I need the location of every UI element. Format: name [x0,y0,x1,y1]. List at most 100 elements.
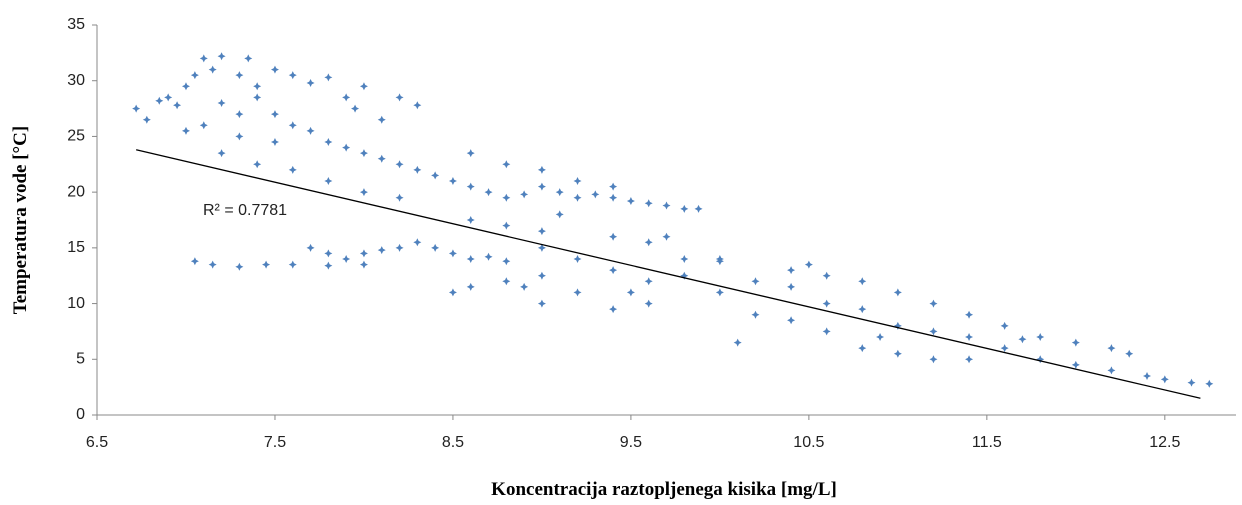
data-point [733,338,742,347]
data-point [1036,333,1045,341]
data-point [609,193,618,202]
data-point [537,227,546,236]
data-point [288,71,297,80]
data-point [502,160,511,169]
data-point [787,316,796,325]
data-point [662,232,671,241]
data-point [288,121,297,130]
data-point [609,266,618,275]
data-point [502,277,511,286]
data-point [359,249,368,258]
x-tick-label: 8.5 [442,434,464,451]
data-point [1107,366,1116,375]
data-point [893,349,902,358]
data-point [1205,379,1214,388]
data-point [253,160,262,169]
x-tick-label: 7.5 [264,434,286,451]
data-point [395,243,404,252]
data-point [609,232,618,241]
data-point [235,71,244,80]
y-tick-label: 35 [67,16,85,33]
data-point [377,115,386,124]
data-point [787,266,796,275]
data-point [537,243,546,252]
data-point [502,257,511,266]
data-point [965,333,974,341]
data-point [822,299,831,308]
data-point [626,197,635,206]
data-point [715,257,724,266]
data-point [466,216,475,224]
data-point [288,165,297,174]
data-point [929,327,938,336]
data-point [520,282,529,291]
data-point [893,288,902,297]
data-point [342,143,351,152]
data-point [1143,372,1152,380]
y-axis-title: Temperatura vode [°C] [10,126,31,314]
data-point [359,82,368,91]
data-point [1000,344,1009,353]
data-point [448,288,457,297]
data-point [555,210,564,219]
data-point [253,93,262,102]
data-point [537,271,546,280]
data-point [342,93,351,102]
data-point [591,190,600,199]
data-point [644,299,653,308]
data-point [164,93,173,102]
data-point [644,277,653,286]
data-point [359,149,368,158]
data-point [395,93,404,102]
x-axis-title: Koncentracija raztopljenega kisika [mg/L… [491,479,837,500]
data-point [822,327,831,336]
data-point [484,252,493,261]
data-point [573,288,582,297]
data-point [555,188,564,197]
data-point [235,132,244,141]
data-point [377,154,386,163]
data-point [573,193,582,202]
data-point [893,321,902,330]
data-point [626,288,635,297]
data-point [662,201,671,210]
data-point [965,355,974,364]
data-point [502,193,511,202]
data-point [431,171,440,180]
data-point [609,182,618,191]
data-point [431,243,440,252]
data-point [537,165,546,174]
data-point [484,188,493,197]
data-point [351,104,360,113]
x-tick-label: 9.5 [620,434,642,451]
data-point [235,262,244,271]
data-point [199,121,208,130]
data-point [324,261,333,270]
data-point [680,255,689,263]
data-point [448,177,457,185]
data-point [822,271,831,280]
data-point [965,310,974,319]
data-point [644,238,653,247]
data-point [324,73,333,82]
data-point [858,344,867,353]
data-point [324,249,333,258]
data-point [644,199,653,208]
data-point [359,188,368,197]
data-point [173,101,182,110]
data-point [1000,321,1009,330]
data-point [270,65,279,74]
data-point [142,115,151,124]
data-point [537,182,546,191]
data-point [680,204,689,213]
data-point [694,204,703,213]
data-point [253,82,262,91]
data-point [190,257,199,266]
data-point [609,305,618,314]
data-point [876,333,885,341]
data-point [270,138,279,146]
data-point [395,160,404,169]
data-point [288,260,297,269]
